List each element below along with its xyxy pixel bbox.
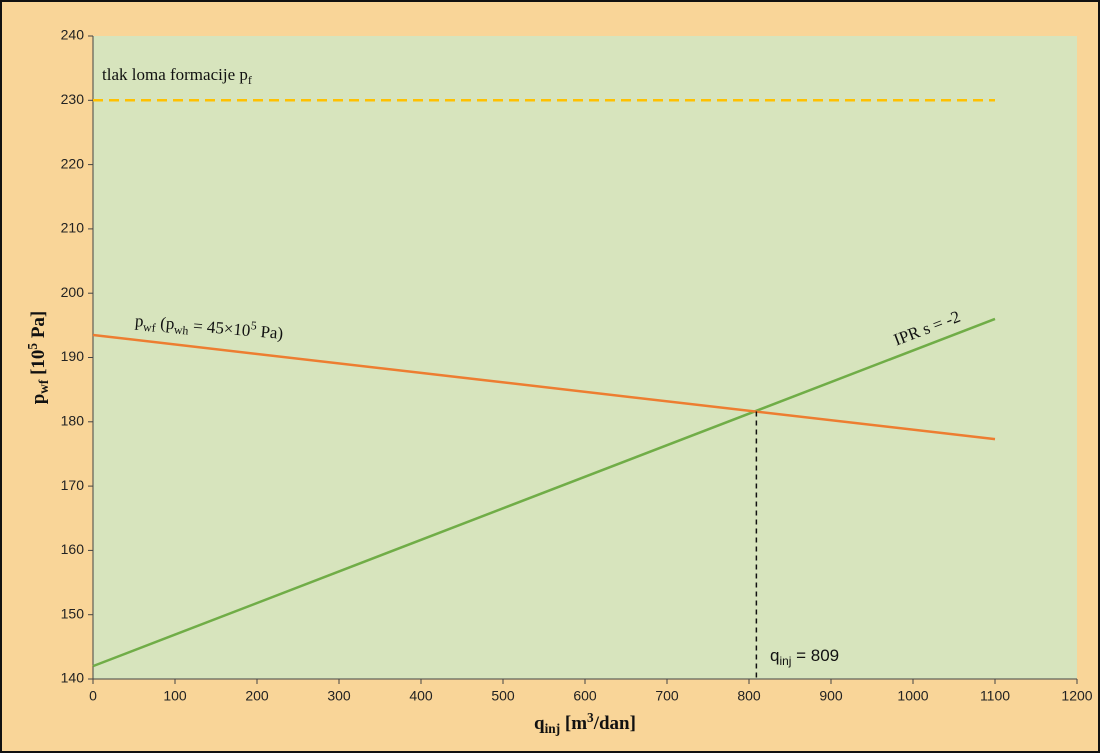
y-axis-title-part: [10 <box>28 350 49 380</box>
annotation-part: f <box>248 73 252 87</box>
x-tick-label: 0 <box>89 688 97 704</box>
y-tick-label: 190 <box>61 348 85 364</box>
x-tick-label: 900 <box>819 688 843 704</box>
annotation: tlak loma formacije pf <box>102 65 252 87</box>
y-tick-label: 230 <box>61 91 85 107</box>
x-tick-label: 500 <box>491 688 515 704</box>
y-tick-label: 140 <box>61 670 85 686</box>
x-tick-label: 1000 <box>897 688 928 704</box>
annotation-part: (p <box>155 313 175 334</box>
x-tick-label: 400 <box>409 688 433 704</box>
annotation-part: p <box>134 311 144 331</box>
annotation-part: inj <box>779 654 791 668</box>
y-tick-label: 160 <box>61 541 85 557</box>
annotation-part: tlak loma formacije p <box>102 65 248 84</box>
x-axis-title-part: [m <box>560 713 587 734</box>
x-axis-title-part: inj <box>545 721 561 736</box>
x-tick-label: 1100 <box>980 688 1010 704</box>
y-axis-title-part: wf <box>36 379 51 394</box>
series-line <box>92 333 996 441</box>
annotation: qinj = 809 <box>770 646 839 668</box>
y-tick-label: 180 <box>61 413 85 429</box>
x-axis-title-part: 3 <box>587 710 594 725</box>
series-line <box>92 317 996 668</box>
annotation-part: wh <box>173 322 189 337</box>
x-tick-label: 800 <box>737 688 761 704</box>
x-tick-label: 700 <box>655 688 679 704</box>
annotation-part: Pa) <box>256 322 284 343</box>
annotation-part: wf <box>143 319 157 334</box>
y-tick-label: 220 <box>61 155 85 171</box>
y-axis-title: pwf [105 Pa] <box>25 311 51 405</box>
annotation-part: q <box>770 646 779 665</box>
x-axis-title: qinj [m3/dan] <box>534 710 636 736</box>
annotation-part: 5 <box>250 318 257 332</box>
x-axis-title-part: /dan] <box>593 713 636 734</box>
x-axis-title-part: q <box>534 713 545 734</box>
x-tick-label: 600 <box>573 688 597 704</box>
plot-area <box>93 36 1077 679</box>
annotation-part: = 809 <box>791 646 839 665</box>
x-tick-label: 200 <box>245 688 269 704</box>
y-axis-title-part: 5 <box>25 343 40 350</box>
x-tick-label: 300 <box>327 688 351 704</box>
y-axis-title-part: Pa] <box>28 311 49 343</box>
y-tick-label: 210 <box>61 220 85 236</box>
y-tick-label: 240 <box>61 27 85 43</box>
y-tick-label: 170 <box>61 477 85 493</box>
y-tick-label: 150 <box>61 605 85 621</box>
y-tick-label: 200 <box>61 284 85 300</box>
y-axis-title-part: p <box>28 394 49 405</box>
x-tick-label: 100 <box>163 688 187 704</box>
x-tick-label: 1200 <box>1061 688 1092 704</box>
